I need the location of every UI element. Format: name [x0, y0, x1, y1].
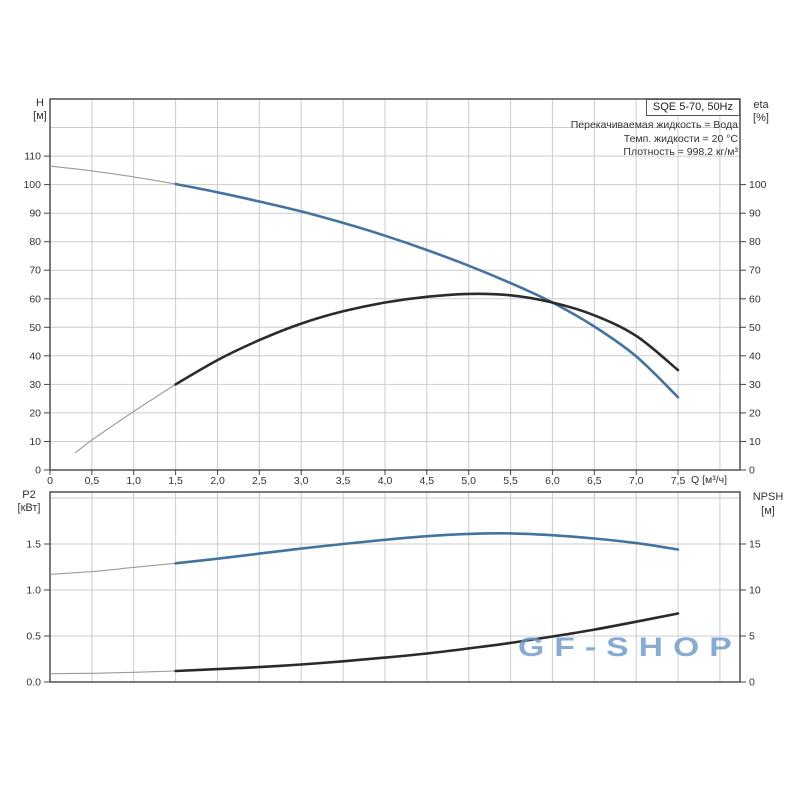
right-tick-label: 30 — [749, 379, 761, 391]
plot-border — [49, 491, 741, 683]
left-tick-label: 30 — [29, 379, 41, 391]
liquid-temp-info: Темп. жидкости = 20 °C — [623, 132, 738, 145]
left-tick-label: 0 — [35, 465, 41, 477]
grid-lines — [50, 492, 740, 682]
left-tick-label: 40 — [29, 350, 41, 362]
p2-axis-title: P2 — [22, 489, 36, 501]
eta (КПД)-curve — [174, 292, 680, 386]
left-tick-label: 110 — [24, 151, 41, 163]
right-tick-label: 0 — [749, 677, 755, 689]
gf-shop-watermark: GF-SHOP — [518, 632, 742, 662]
eta-axis-unit: [%] — [753, 112, 769, 124]
right-tick-label: 100 — [749, 179, 767, 191]
right-tick-label: 90 — [749, 208, 761, 220]
chart-1: 0.0 0.5 1.0 1.5 0 5 10 15 — [26, 491, 761, 689]
density-info: Плотность = 998.2 кг/м³ — [623, 146, 738, 158]
plot-border — [49, 98, 741, 471]
axis-ticks: 0.0 0.5 1.0 1.5 0 5 10 15 — [26, 539, 760, 689]
x-tick-label: 3,5 — [336, 475, 351, 487]
x-tick-label: 2,0 — [210, 475, 225, 487]
left-tick-label: 1.5 — [26, 539, 41, 551]
left-tick-label: 100 — [23, 179, 41, 191]
x-tick-label: 4,0 — [378, 475, 393, 487]
left-tick-label: 60 — [29, 293, 41, 305]
H (напор)-curve — [174, 182, 680, 399]
left-tick-label: 70 — [29, 265, 41, 277]
NPSH-curve-thin — [49, 670, 176, 675]
right-tick-label: 0 — [749, 465, 755, 477]
right-tick-label: 20 — [749, 407, 761, 419]
x-tick-label: 4,5 — [419, 475, 434, 487]
x-tick-label: 0,5 — [85, 475, 100, 487]
right-tick-label: 10 — [749, 585, 761, 597]
x-tick-label: 5,5 — [503, 475, 518, 487]
x-tick-label: 0 — [47, 475, 53, 487]
NPSH-curve — [174, 612, 680, 673]
q-axis-label: Q [м³/ч] — [691, 474, 728, 486]
pumped-liquid-info: Перекачиваемая жидкость = Вода — [570, 119, 738, 131]
x-tick-label: 1,5 — [168, 475, 183, 487]
right-tick-label: 50 — [749, 322, 761, 334]
left-tick-label: 10 — [29, 436, 41, 448]
left-tick-label: 1.0 — [26, 585, 41, 597]
left-tick-label: 0.0 — [26, 677, 41, 689]
P2 (мощность)-curve-thin — [49, 562, 176, 575]
chart-title-box: SQE 5-70, 50Hz — [645, 99, 740, 116]
x-tick-label: 2,5 — [252, 475, 267, 487]
left-tick-label: 80 — [29, 236, 41, 248]
h-axis-unit: [м] — [33, 110, 47, 122]
grid-lines — [50, 99, 740, 470]
left-tick-label: 20 — [29, 407, 41, 419]
right-tick-label: 5 — [749, 631, 755, 643]
left-tick-label: 50 — [29, 322, 41, 334]
chart-0: 0 10 20 30 40 50 60 70 80 90 100 110 0 10 20 30 40 50 60 70… — [23, 98, 767, 487]
x-tick-label: 3,0 — [294, 475, 309, 487]
p2-axis-unit: [кВт] — [17, 502, 41, 514]
left-tick-label: 0.5 — [26, 631, 41, 643]
P2 (мощность)-curve — [174, 532, 680, 565]
x-tick-label: 1,0 — [126, 475, 141, 487]
right-tick-label: 10 — [749, 436, 761, 448]
right-tick-label: 80 — [749, 236, 761, 248]
left-tick-label: 90 — [29, 208, 41, 220]
right-tick-label: 15 — [749, 539, 761, 551]
H (напор)-curve-thin — [49, 165, 176, 185]
x-tick-label: 7,0 — [629, 475, 644, 487]
x-tick-label: 7,5 — [671, 475, 686, 487]
right-tick-label: 40 — [749, 350, 761, 362]
npsh-axis-title: NPSH — [752, 491, 784, 503]
x-tick-label: 5,0 — [461, 475, 476, 487]
x-tick-label: 6,0 — [545, 475, 560, 487]
x-tick-label: 6,5 — [587, 475, 602, 487]
chart-info-block: Перекачиваемая жидкость = Вода Темп. жид… — [571, 119, 738, 160]
eta (КПД)-curve-thin — [74, 383, 176, 454]
axis-ticks: 0 10 20 30 40 50 60 70 80 90 100 110 0 10 20 30 40 50 60 70… — [23, 151, 766, 487]
npsh-axis-unit: [м] — [761, 505, 775, 517]
h-axis-title: H — [36, 97, 44, 109]
right-tick-label: 70 — [749, 265, 761, 277]
eta-axis-title: eta — [753, 99, 769, 111]
right-tick-label: 60 — [749, 293, 761, 305]
